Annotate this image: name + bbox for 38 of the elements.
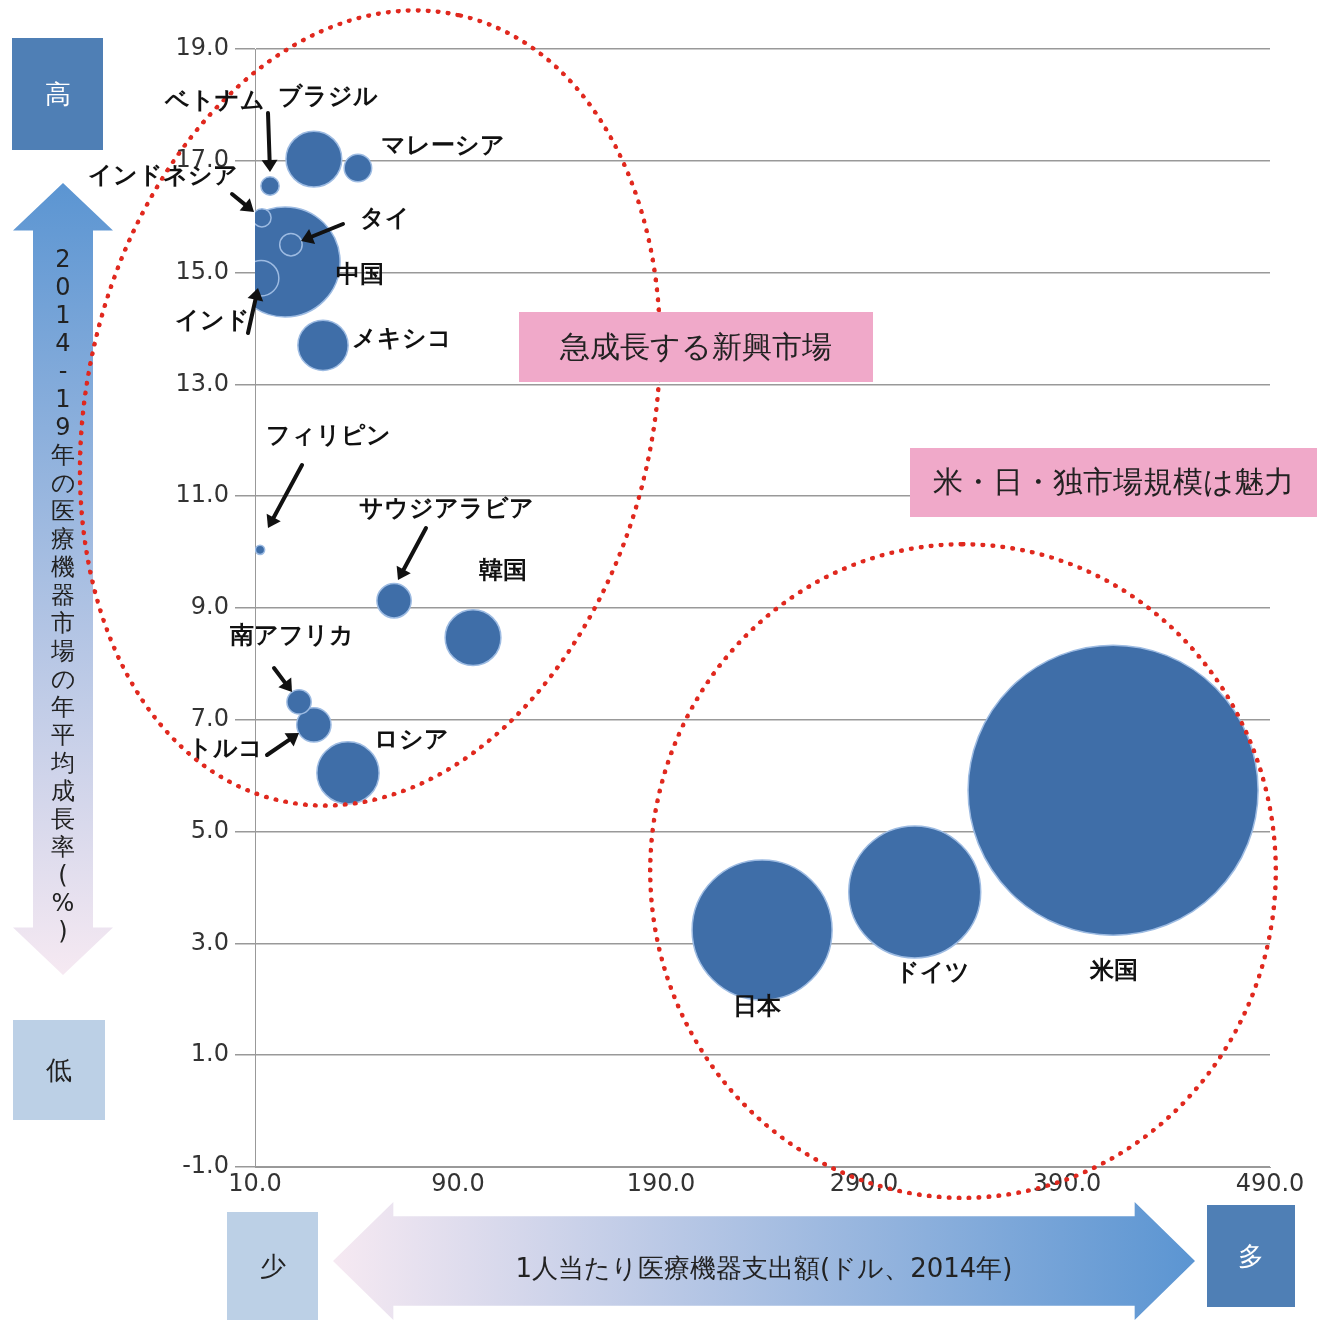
y-tick-label: -1.0 xyxy=(182,1151,229,1180)
text: 多 xyxy=(1207,1205,1295,1307)
y-tick-label: 11.0 xyxy=(175,480,229,509)
y-tick-label: 19.0 xyxy=(175,33,229,62)
annotation: 南アフリカ xyxy=(229,621,355,650)
y-tick-label: 5.0 xyxy=(190,815,229,844)
y-tick-label: 1.0 xyxy=(190,1039,229,1068)
annotation: マレーシア xyxy=(380,131,505,160)
annotation: インド xyxy=(174,306,250,335)
y-tick-label: 15.0 xyxy=(175,256,229,285)
x-tick-label: 190.0 xyxy=(626,1168,696,1197)
annotation: 急成長する新興市場 xyxy=(519,312,873,382)
annotation: サウジアラビア xyxy=(357,494,535,522)
annotation: 米国 xyxy=(1089,956,1139,984)
text: 少 xyxy=(227,1212,318,1320)
text: 高 xyxy=(12,38,103,150)
annotation: ロシア xyxy=(374,725,450,754)
annotation: ブラジル xyxy=(277,82,378,111)
y-tick-label: 3.0 xyxy=(190,927,229,956)
y-tick-label: 13.0 xyxy=(175,368,229,397)
annotation: 韓国 xyxy=(479,555,528,584)
text: 低 xyxy=(13,1020,105,1120)
annotation: ドイツ xyxy=(895,958,971,987)
x-tick-label: 490.0 xyxy=(1235,1168,1305,1197)
y-tick-label: 9.0 xyxy=(190,592,229,621)
annotation: 米・日・独市場規模は魅力 xyxy=(910,448,1317,517)
x-tick-label: 10.0 xyxy=(228,1168,282,1197)
annotation: 中国 xyxy=(336,260,385,289)
x-tick-label: 90.0 xyxy=(431,1168,485,1197)
annotation: メキシコ xyxy=(352,323,453,352)
annotation: タイ xyxy=(359,203,410,232)
text: 2014-19年の医療機器市場の年平均成長率(%) xyxy=(50,245,76,945)
y-tick-label: 7.0 xyxy=(190,704,229,733)
annotation: ベトナム xyxy=(165,86,265,114)
annotation: トルコ xyxy=(188,734,264,763)
annotation: フィリピン xyxy=(264,421,392,449)
annotation: 日本 xyxy=(733,992,783,1021)
x-axis-title: 1人当たり医療機器支出額(ドル、2014年) xyxy=(514,1251,1014,1285)
